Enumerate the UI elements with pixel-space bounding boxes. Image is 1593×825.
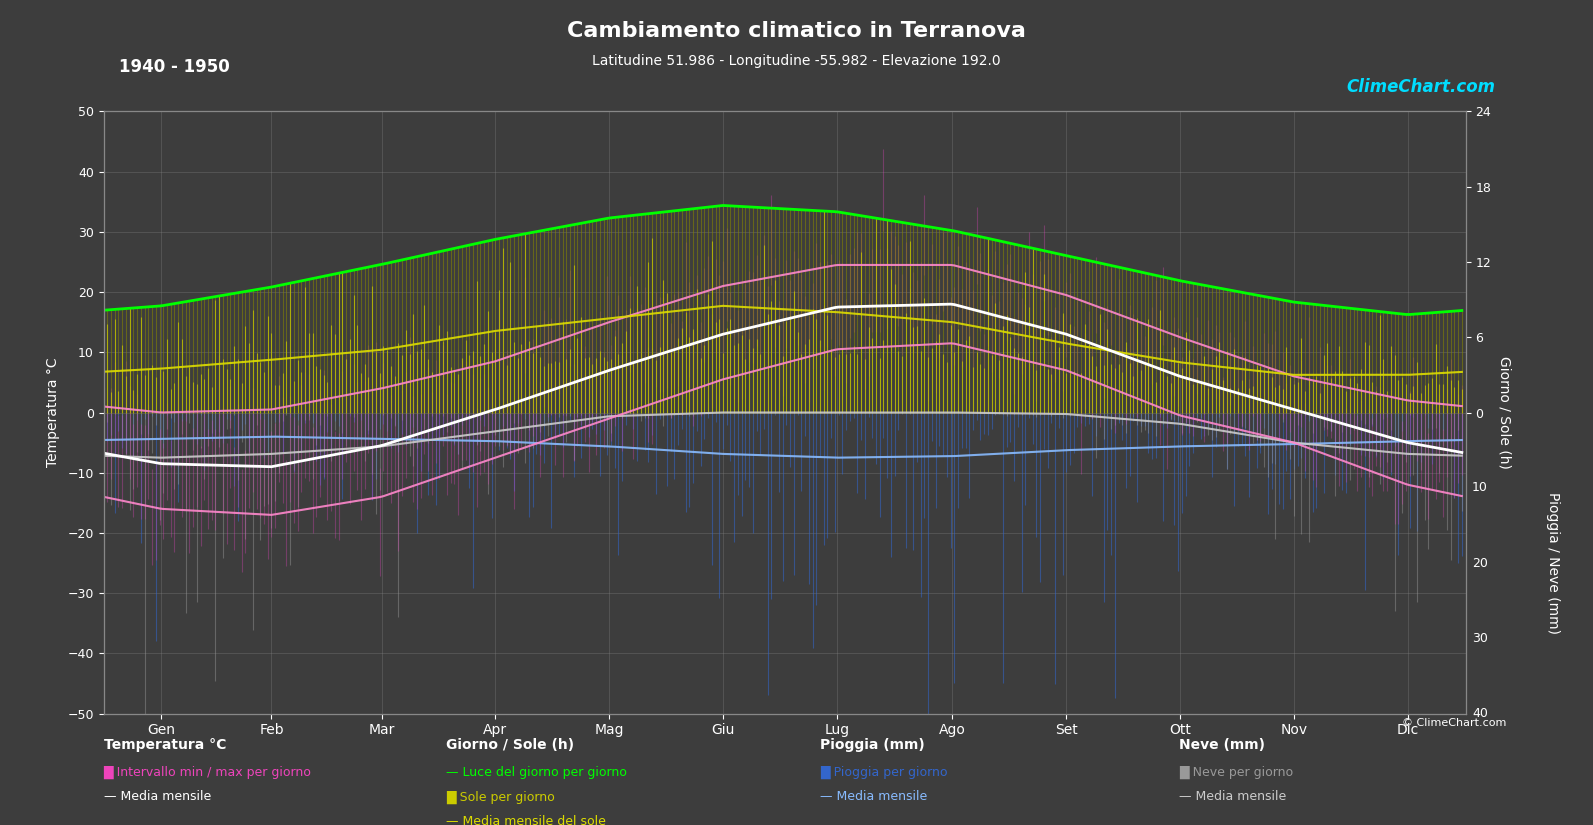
Text: — Media mensile: — Media mensile [104,790,210,804]
Text: — Media mensile: — Media mensile [820,790,927,804]
Text: █ Neve per giorno: █ Neve per giorno [1179,766,1294,779]
Text: █ Pioggia per giorno: █ Pioggia per giorno [820,766,948,779]
Text: █ Sole per giorno: █ Sole per giorno [446,790,554,804]
Text: 40: 40 [1472,707,1488,720]
Text: Temperatura °C: Temperatura °C [104,738,226,752]
Text: — Media mensile del sole: — Media mensile del sole [446,815,605,825]
Y-axis label: Temperatura °C: Temperatura °C [46,358,61,467]
Text: Pioggia (mm): Pioggia (mm) [820,738,926,752]
Text: — Media mensile: — Media mensile [1179,790,1286,804]
Text: © ClimeChart.com: © ClimeChart.com [1402,718,1507,728]
Text: 30: 30 [1472,632,1488,645]
Text: █ Intervallo min / max per giorno: █ Intervallo min / max per giorno [104,766,311,779]
Text: Cambiamento climatico in Terranova: Cambiamento climatico in Terranova [567,21,1026,40]
Text: ClimeChart.com: ClimeChart.com [1346,78,1496,97]
Text: — Luce del giorno per giorno: — Luce del giorno per giorno [446,766,628,779]
Text: 10: 10 [1472,481,1488,494]
Y-axis label: Giorno / Sole (h): Giorno / Sole (h) [1497,356,1512,469]
Text: Neve (mm): Neve (mm) [1179,738,1265,752]
Text: 1940 - 1950: 1940 - 1950 [119,58,231,76]
Text: Pioggia / Neve (mm): Pioggia / Neve (mm) [1547,492,1560,634]
Text: Giorno / Sole (h): Giorno / Sole (h) [446,738,573,752]
Text: Latitudine 51.986 - Longitudine -55.982 - Elevazione 192.0: Latitudine 51.986 - Longitudine -55.982 … [593,54,1000,68]
Text: 20: 20 [1472,557,1488,569]
